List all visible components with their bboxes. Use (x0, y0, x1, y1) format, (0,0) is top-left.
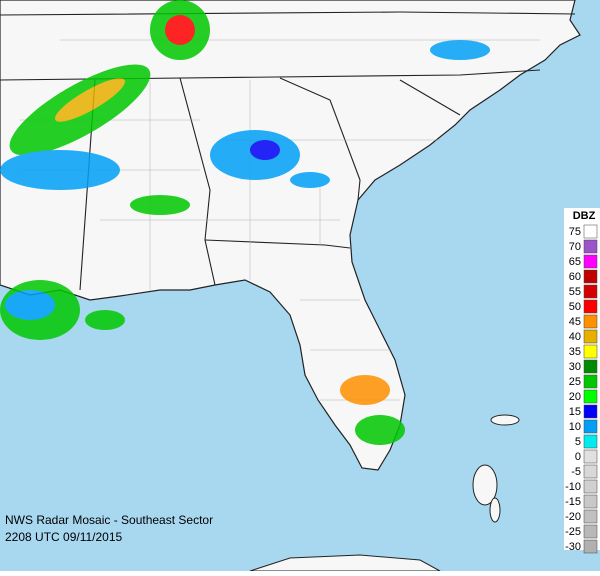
legend-label: 0 (575, 451, 581, 463)
legend-swatch (583, 329, 598, 344)
map-title: NWS Radar Mosaic - Southeast Sector (5, 513, 213, 527)
legend-swatch (583, 464, 598, 479)
legend-swatch (583, 374, 598, 389)
legend-label: 65 (569, 256, 581, 268)
legend: 757065605550454035302520151050-5-10-15-2… (565, 224, 598, 554)
legend-swatch (583, 224, 598, 239)
legend-label: -10 (565, 481, 581, 493)
legend-label: -15 (565, 496, 581, 508)
legend-label: -5 (571, 466, 581, 478)
legend-swatch (583, 299, 598, 314)
legend-label: 30 (569, 361, 581, 373)
legend-swatch (583, 269, 598, 284)
legend-swatch (583, 539, 598, 554)
legend-swatch (583, 344, 598, 359)
legend-swatch (583, 239, 598, 254)
legend-label: -30 (565, 541, 581, 553)
legend-label: 20 (569, 391, 581, 403)
legend-swatch (583, 389, 598, 404)
legend-swatch (583, 284, 598, 299)
radar-echoes (0, 0, 490, 445)
legend-label: 15 (569, 406, 581, 418)
legend-label: 10 (569, 421, 581, 433)
legend-label: 35 (569, 346, 581, 358)
legend-label: 55 (569, 286, 581, 298)
legend-swatch (583, 359, 598, 374)
timestamp: 2208 UTC 09/11/2015 (5, 530, 123, 544)
legend-label: 60 (569, 271, 581, 283)
legend-label: 5 (575, 436, 581, 448)
legend-label: 70 (569, 241, 581, 253)
legend-label: 50 (569, 301, 581, 313)
legend-label: 40 (569, 331, 581, 343)
legend-label: -20 (565, 511, 581, 523)
state-lines (0, 11, 576, 291)
legend-label: 45 (569, 316, 581, 328)
legend-swatch (583, 314, 598, 329)
legend-swatch (583, 434, 598, 449)
legend-label: 75 (569, 226, 581, 238)
legend-swatch (583, 419, 598, 434)
legend-swatch (583, 404, 598, 419)
legend-swatch (583, 494, 598, 509)
legend-swatch (583, 449, 598, 464)
legend-swatch (583, 509, 598, 524)
legend-swatch (583, 254, 598, 269)
legend-label: -25 (565, 526, 581, 538)
legend-title: DBZ (573, 210, 596, 222)
legend-swatch (583, 479, 598, 494)
legend-swatch (583, 524, 598, 539)
legend-label: 25 (569, 376, 581, 388)
